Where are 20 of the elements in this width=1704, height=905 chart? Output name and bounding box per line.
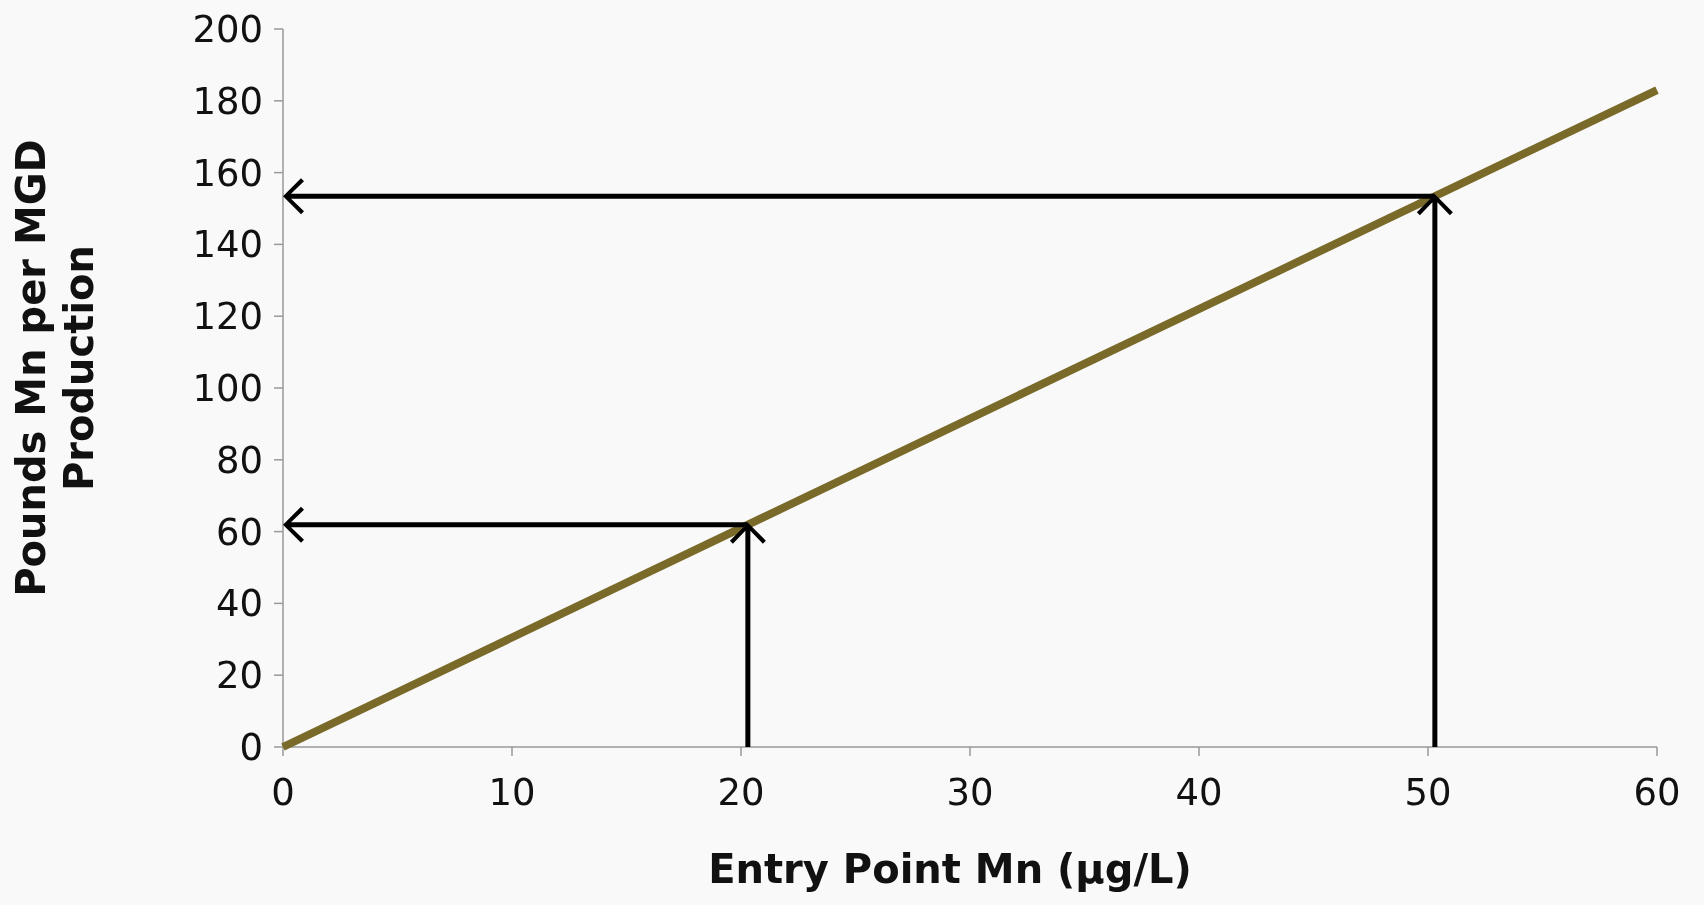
y-tick-label: 140 [192,223,263,267]
x-tick-label: 30 [946,771,994,814]
y-tick-label: 80 [215,438,263,482]
y-tick-label: 20 [215,654,263,698]
x-tick-label: 40 [1175,771,1223,814]
x-tick-label: 0 [271,771,295,814]
x-tick-label: 60 [1633,771,1681,814]
y-axis-title: Pounds Mn per MGD Production [8,139,102,597]
x-axis-title: Entry Point Mn (μg/L) [708,846,1192,892]
x-tick-label: 20 [717,771,765,814]
y-tick-label: 0 [239,725,263,769]
y-tick-label: 200 [192,7,263,51]
y-tick-label: 100 [192,366,263,410]
y-tick-label: 180 [192,79,263,123]
y-tick-label: 160 [192,151,263,195]
y-tick-label: 120 [192,295,263,339]
y-tick-label: 60 [215,510,263,554]
x-tick-label: 50 [1404,771,1452,814]
x-tick-label: 10 [488,771,536,814]
y-tick-label: 40 [215,582,263,626]
